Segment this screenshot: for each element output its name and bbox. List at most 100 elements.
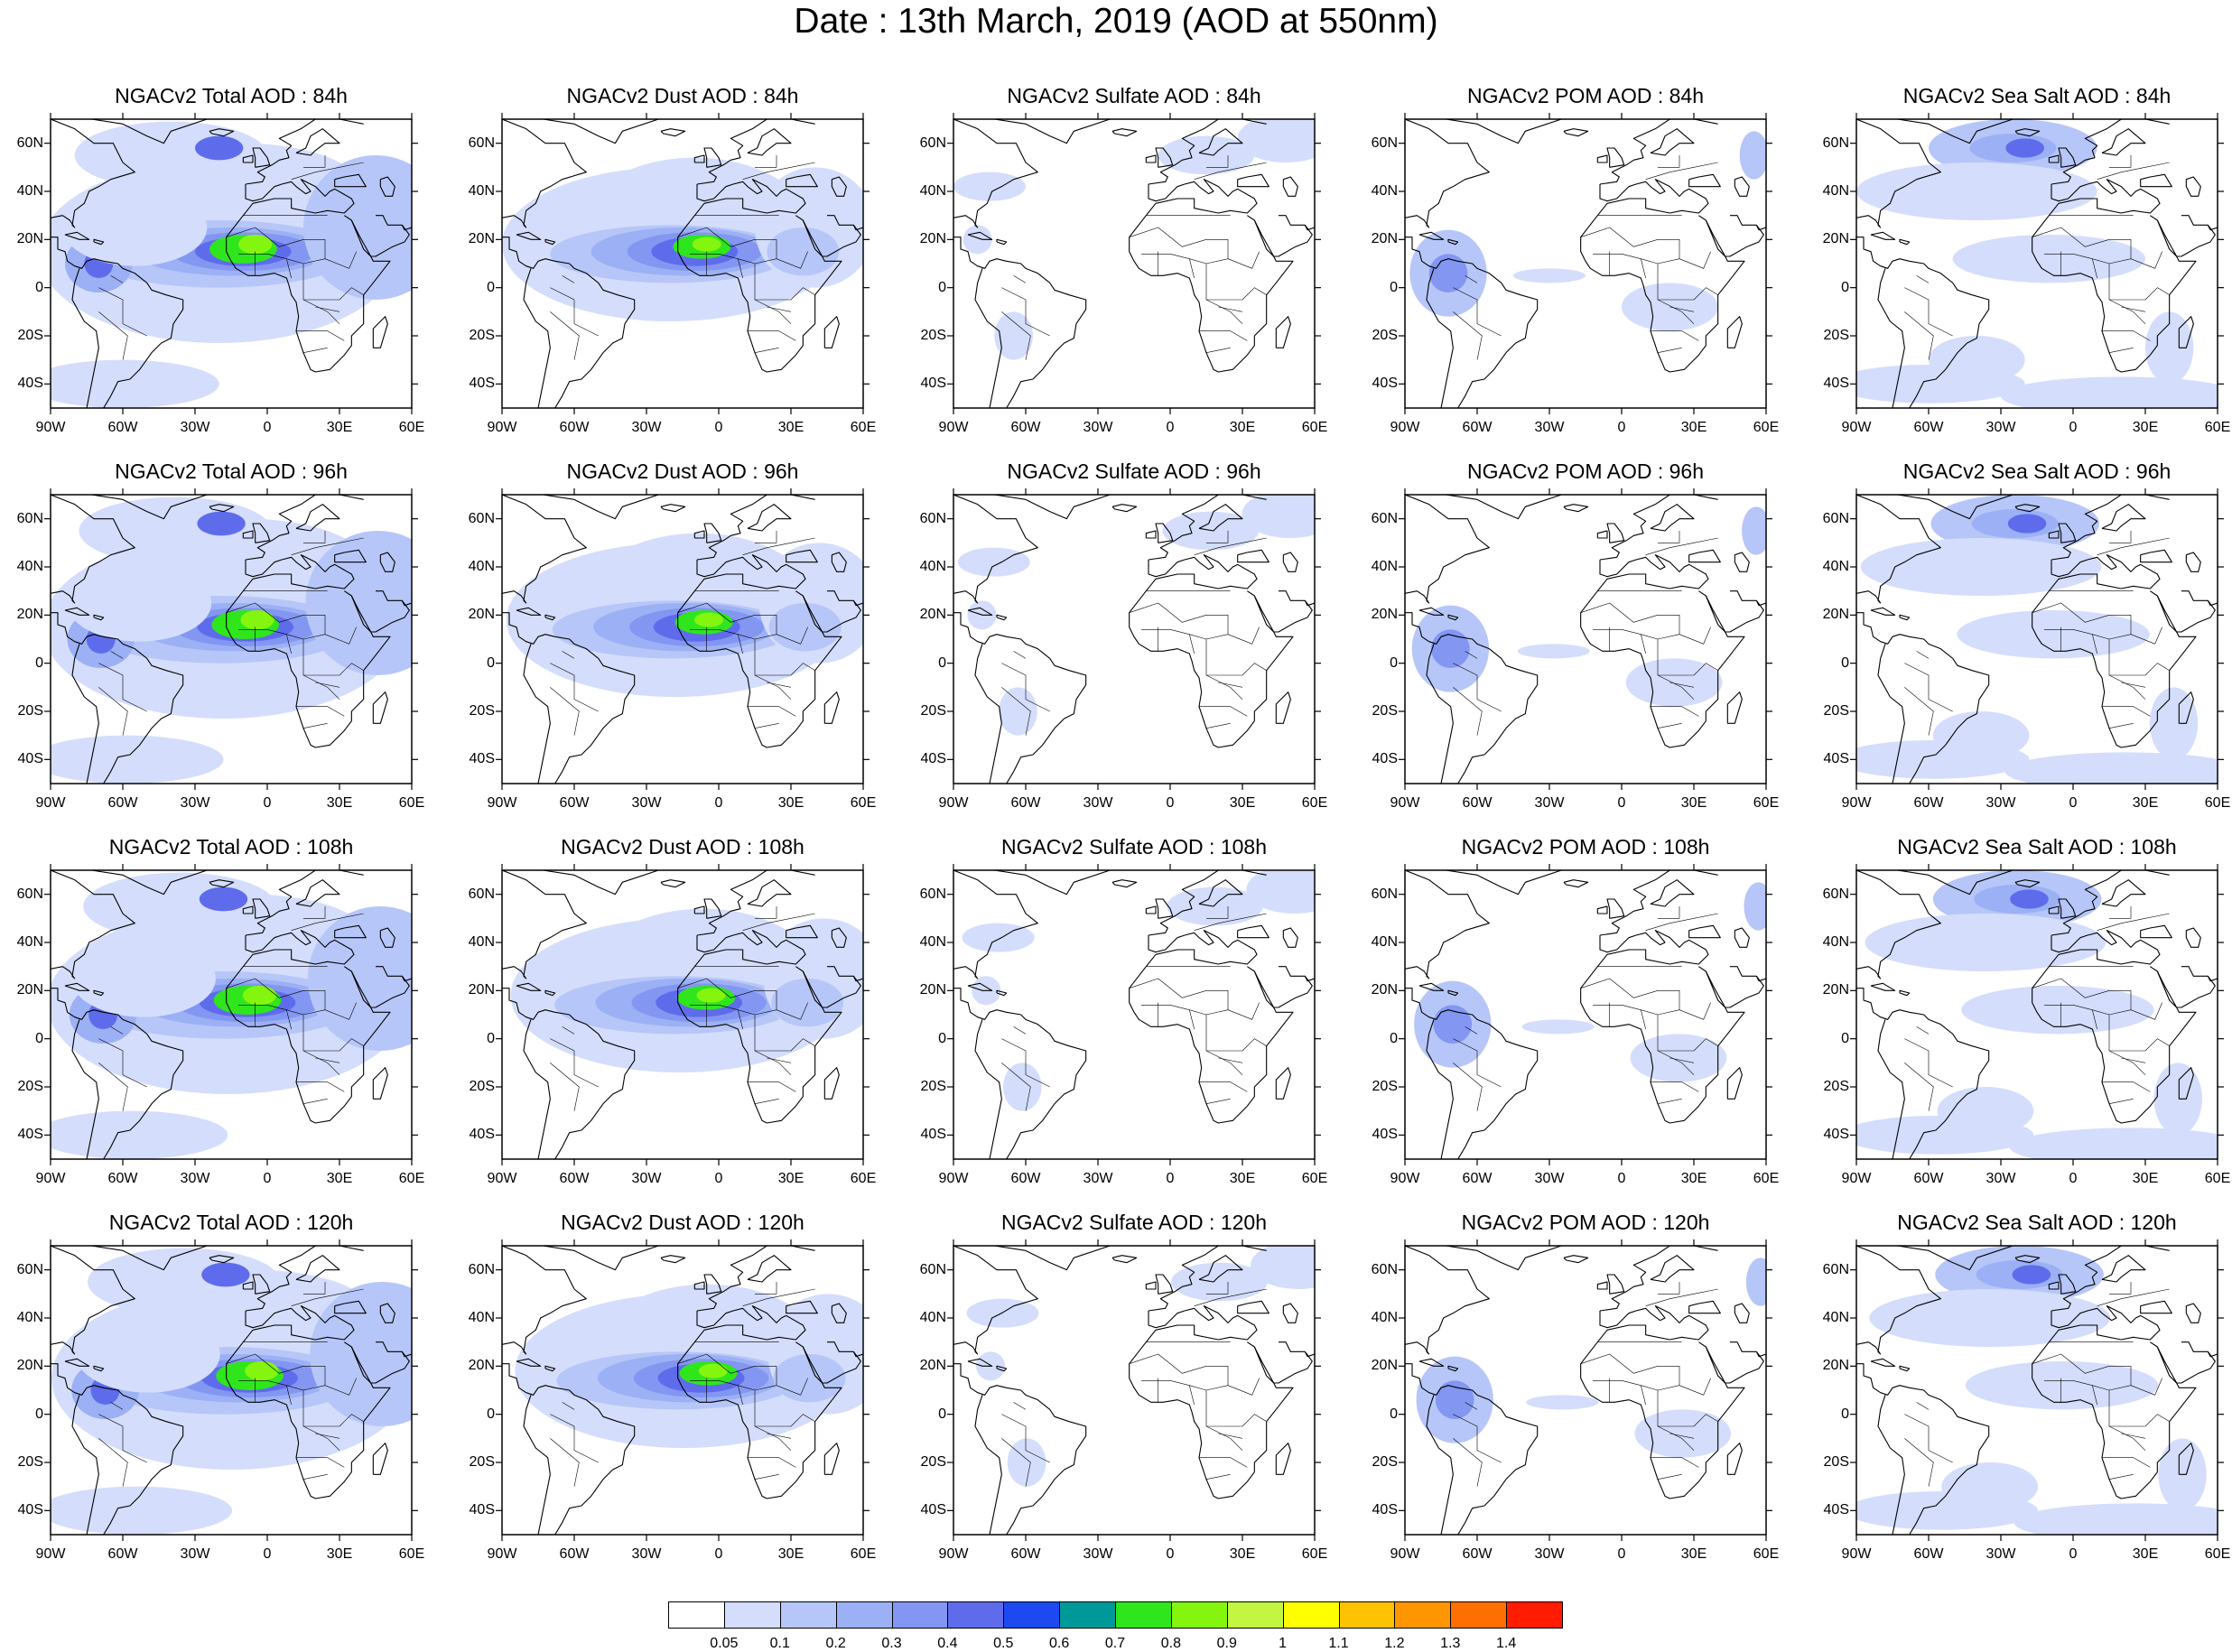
coastline [51, 1246, 135, 1355]
coastline [245, 1246, 364, 1312]
coastline [953, 612, 1087, 784]
lon-label: 0 [2069, 1171, 2078, 1186]
coastline [64, 607, 90, 616]
country-border [302, 639, 340, 700]
aod-field-patch [773, 1354, 846, 1403]
country-border [755, 531, 777, 543]
coastline [1899, 1365, 1911, 1372]
aod-field-patch [1513, 268, 1586, 283]
country-border [1001, 1063, 1031, 1111]
country-border [767, 1433, 792, 1439]
coastline [2156, 1341, 2216, 1384]
country-border [550, 687, 580, 736]
lat-label: 60N [919, 510, 946, 526]
aod-field-patch [51, 735, 224, 784]
coastline [2140, 1300, 2172, 1314]
country-border [324, 251, 357, 269]
lat-label: 60N [1371, 510, 1398, 526]
coastline [51, 119, 135, 228]
country-border [98, 687, 128, 736]
country-border [742, 537, 815, 555]
country-border [1205, 1015, 1243, 1075]
panel-title: NGACv2 Dust AOD : 96h [566, 459, 799, 483]
aod-field-patch [957, 547, 1030, 577]
country-border [1205, 1390, 1243, 1451]
coastline [1111, 128, 1138, 137]
country-border [776, 1378, 808, 1396]
country-border [303, 1414, 364, 1427]
coastline [1446, 870, 1562, 896]
coastline [2014, 128, 2041, 137]
lat-label: 20S [17, 1079, 43, 1094]
country-border [776, 251, 808, 269]
country-border [2032, 978, 2132, 1016]
lat-label: 40N [468, 1310, 495, 1325]
country-border [1199, 330, 1248, 341]
lat-label: 40S [17, 376, 43, 392]
country-border [1189, 258, 1195, 279]
lat-label: 60N [468, 1261, 495, 1277]
lon-label: 0 [714, 795, 723, 811]
coastline [1599, 119, 1718, 185]
map-frame [50, 869, 413, 1160]
coastline [974, 1019, 1002, 1159]
coastline [1897, 119, 2013, 144]
country-border [324, 626, 357, 645]
aod-field-patch [303, 155, 412, 300]
coastline [1148, 870, 1267, 936]
lat-label: 20S [1823, 328, 1849, 343]
coastline [2058, 898, 2077, 919]
map-frame [501, 118, 864, 409]
coastline [543, 119, 659, 144]
coastline [401, 1351, 412, 1358]
country-border [1641, 634, 1646, 654]
lat-label: 40N [919, 1310, 946, 1325]
country-border [1904, 311, 1934, 360]
lat-label: 40N [16, 183, 43, 199]
country-border [302, 264, 340, 324]
country-border [1658, 287, 1718, 301]
aod-field-patch [305, 531, 412, 675]
coastline [1877, 268, 1905, 408]
country-border [1013, 651, 1027, 659]
lat-label: 20S [17, 1454, 43, 1470]
aod-field-patch [994, 311, 1033, 360]
coastline [252, 147, 271, 168]
lat-label: 40S [17, 1127, 43, 1143]
coastline [379, 552, 395, 572]
lat-label: 20S [1372, 1079, 1398, 1094]
country-border [1001, 663, 1050, 712]
country-border [1205, 1099, 1231, 1104]
country-border [1465, 275, 1478, 283]
lon-label: 30W [180, 420, 210, 435]
coastline [677, 554, 842, 748]
coastline [2051, 1246, 2170, 1312]
country-border [1189, 634, 1195, 654]
coastline [2156, 215, 2216, 257]
panel-title: NGACv2 Sulfate AOD : 96h [1007, 459, 1261, 483]
lat-label: 40S [469, 751, 495, 767]
aod-map [1850, 488, 2224, 790]
coastline [2178, 316, 2194, 348]
coastline [1418, 607, 1445, 616]
coastline [1198, 1255, 1243, 1283]
colorbar-swatch [1450, 1601, 1508, 1629]
country-border [1218, 1433, 1243, 1439]
coastline [1650, 879, 1695, 907]
aod-field-patch [1167, 886, 1263, 926]
lon-label: 30E [1229, 795, 1256, 811]
country-border [2032, 1353, 2132, 1391]
lon-label: 60W [559, 420, 590, 435]
coastline [379, 927, 395, 948]
lon-label: 60E [398, 1171, 425, 1186]
coastline [1405, 1246, 1490, 1355]
lat-label: 0 [35, 279, 43, 295]
aod-field-patch [962, 923, 1035, 952]
lat-label: 40S [920, 376, 946, 392]
map-frame [50, 494, 413, 784]
lon-label: 60E [1753, 1171, 1780, 1186]
aod-map [496, 1239, 870, 1541]
coastline [996, 614, 1008, 621]
lon-label: 60W [559, 1546, 590, 1562]
lon-label: 90W [1841, 420, 1872, 435]
